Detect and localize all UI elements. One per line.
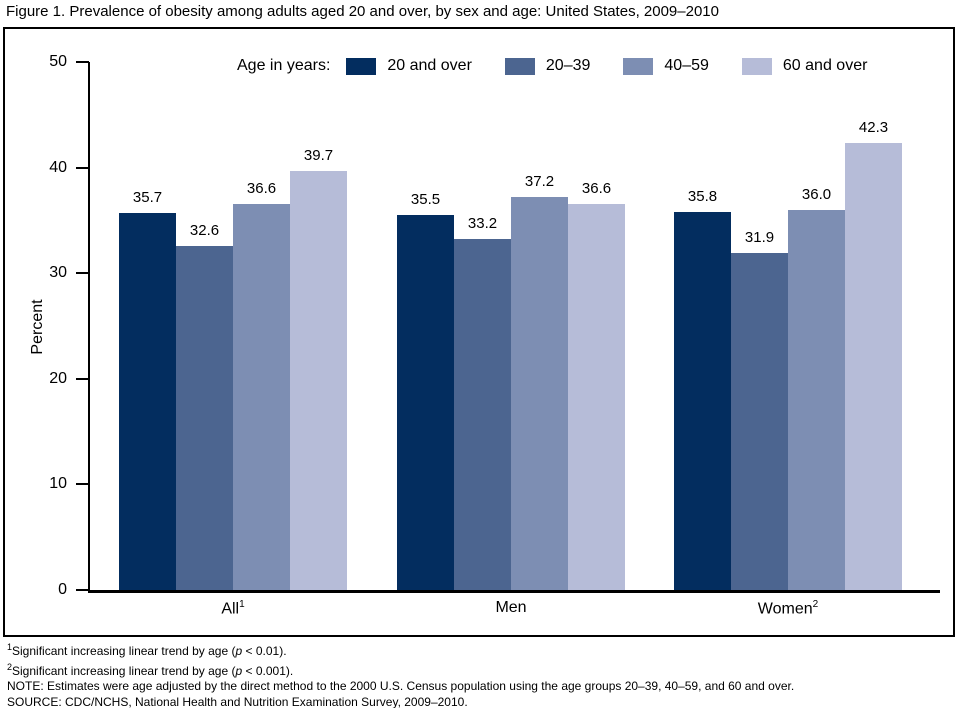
footnotes: 1Significant increasing linear trend by … [7, 640, 794, 708]
bar [290, 170, 347, 590]
legend-title: Age in years: [237, 57, 331, 74]
legend-item: 20 and over [346, 57, 472, 75]
legend-label: 60 and over [782, 57, 868, 74]
footnote: 2Significant increasing linear trend by … [7, 661, 294, 678]
footnote: SOURCE: CDC/NCHS, National Health and Nu… [7, 694, 468, 708]
legend-items: 20 and over 20–39 40–59 60 and over [346, 57, 867, 75]
y-tick-label: 40 [49, 158, 67, 176]
footnote: NOTE: Estimates were age adjusted by the… [7, 679, 795, 693]
bar [731, 253, 788, 590]
bar [788, 209, 845, 590]
legend-label: 40–59 [664, 57, 709, 74]
legend-item: 40–59 [623, 57, 709, 75]
legend-swatch [623, 57, 654, 75]
legend-item: 60 and over [741, 57, 868, 75]
bar-value-label: 33.2 [467, 215, 498, 233]
legend: Age in years: 20 and over 20–39 40–59 60 an… [237, 57, 867, 75]
y-tick-mark [76, 61, 89, 63]
legend-swatch [346, 57, 377, 75]
figure-title: Figure 1. Prevalence of obesity among ad… [6, 3, 719, 20]
y-tick-label: 50 [49, 53, 67, 70]
bar [511, 197, 568, 590]
legend-label: 20–39 [545, 57, 591, 74]
y-tick-mark [76, 166, 89, 169]
y-tick-label: 0 [58, 581, 67, 598]
y-tick-mark [76, 272, 89, 275]
bar-value-label: 35.7 [132, 189, 163, 206]
bar [176, 245, 233, 590]
bar [568, 203, 625, 590]
bar-value-label: 35.5 [410, 191, 441, 209]
bar-value-label: 36.6 [246, 179, 277, 197]
bar-value-label: 36.6 [581, 179, 612, 197]
bar [674, 211, 731, 590]
legend-swatch [504, 57, 535, 75]
y-tick-mark [76, 483, 89, 486]
y-axis-title: Percent [29, 299, 46, 355]
bar-value-label: 39.7 [303, 146, 334, 164]
legend-item: 20–39 [504, 57, 591, 75]
bar-value-label: 36.0 [801, 185, 832, 203]
bar [845, 143, 902, 590]
x-axis-line [88, 590, 940, 593]
chart-frame: Age in years: 20 and over 20–39 40–59 60 an… [3, 27, 955, 637]
bar-value-label: 37.2 [524, 173, 555, 191]
y-tick-mark [76, 377, 89, 380]
bar [233, 203, 290, 590]
bar-value-label: 31.9 [744, 229, 775, 247]
y-axis-line [88, 62, 90, 592]
footnote: 1Significant increasing linear trend by … [7, 642, 287, 658]
bar [119, 213, 176, 590]
category-label: All1 [221, 599, 245, 618]
y-tick-mark [76, 589, 89, 591]
bar-value-label: 42.3 [858, 119, 889, 137]
category-label: Men [495, 599, 527, 616]
y-tick-label: 10 [49, 475, 67, 493]
y-tick-label: 20 [49, 369, 67, 387]
bar [454, 239, 511, 590]
bar-value-label: 32.6 [189, 221, 220, 239]
legend-label: 20 and over [387, 57, 472, 74]
bar-value-label: 35.8 [687, 187, 718, 205]
legend-swatch [741, 57, 772, 75]
y-tick-label: 30 [49, 264, 67, 282]
bar [397, 215, 454, 590]
category-label: Women2 [757, 599, 819, 618]
